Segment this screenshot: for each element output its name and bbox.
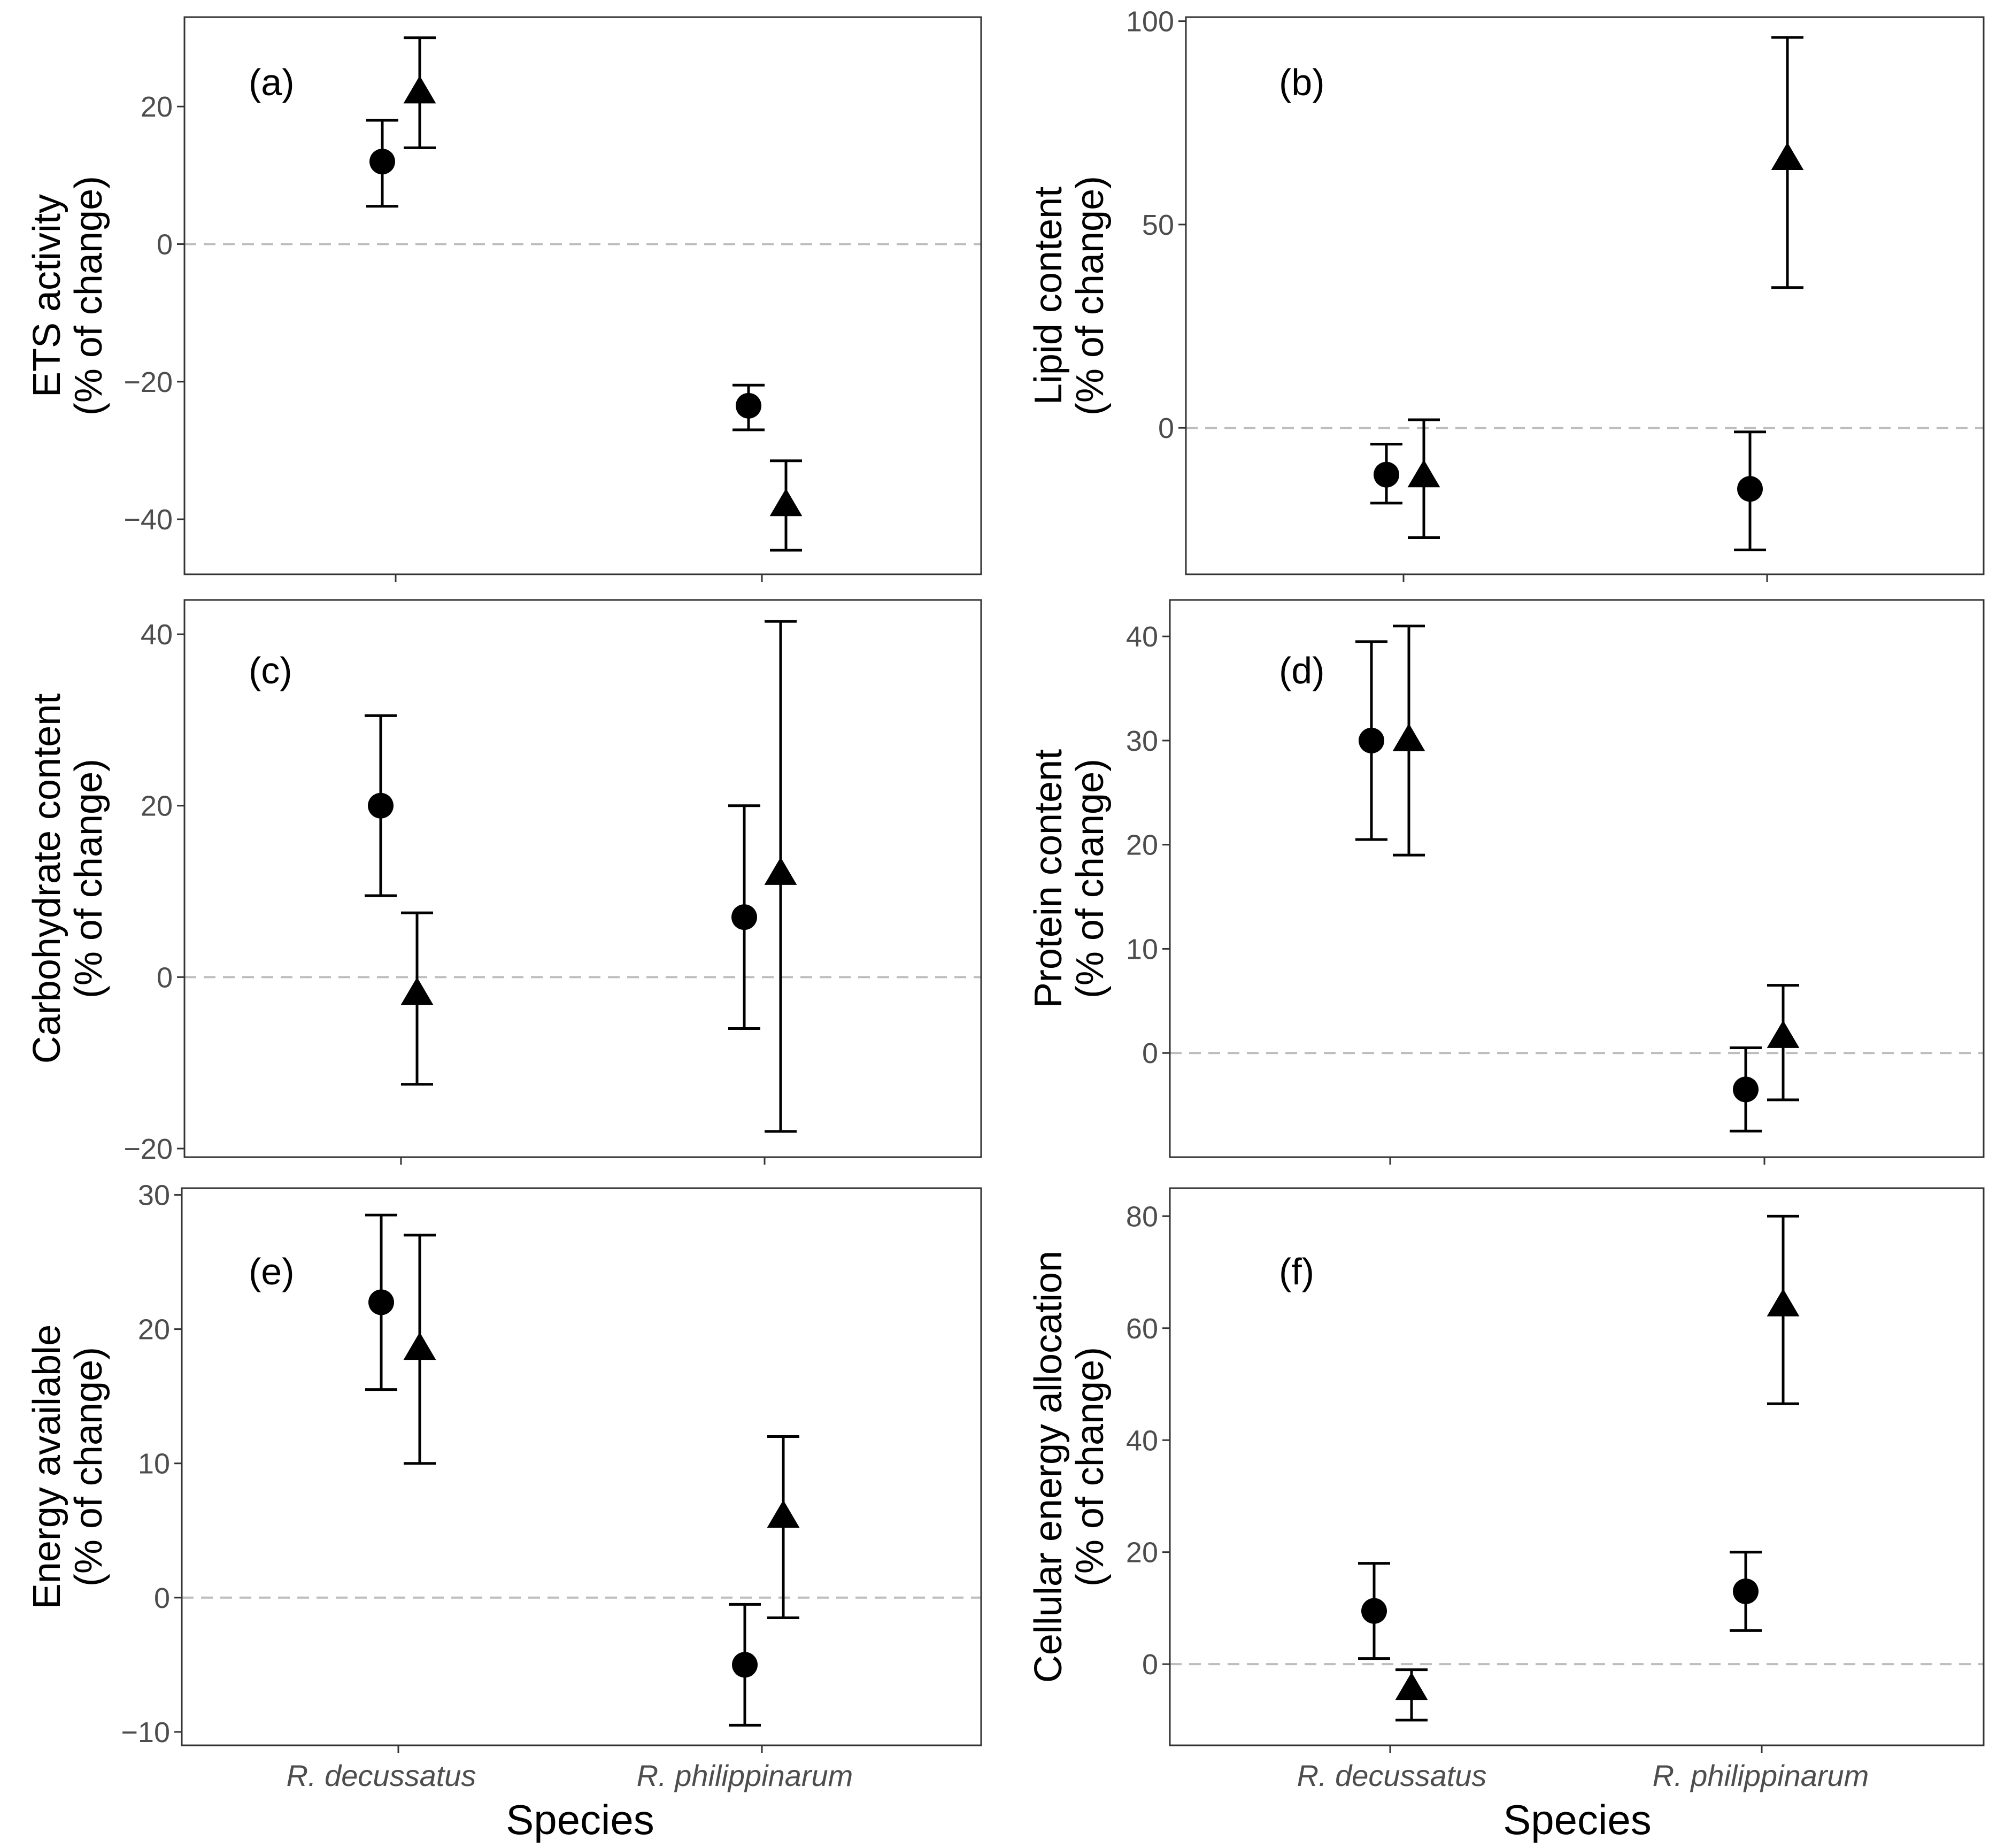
panel-label: (a) xyxy=(249,61,295,103)
panel-a: −40 −20 0 20 ETS activity(% of change) (a) xyxy=(26,16,982,582)
y-tick-label: 60 xyxy=(1126,1313,1158,1345)
data-point-circle xyxy=(368,792,394,819)
y-axis-title: Cellular energy allocation xyxy=(1027,1251,1070,1683)
y-axis-title: Protein content xyxy=(1027,749,1070,1008)
data-point-circle xyxy=(1733,1578,1759,1605)
data-point-triangle xyxy=(769,488,803,517)
y-tick-label: 20 xyxy=(141,790,173,822)
data-point-triangle xyxy=(403,75,436,104)
y-tick-label: 10 xyxy=(1126,933,1158,965)
data-point-triangle xyxy=(400,977,434,1005)
data-point-triangle xyxy=(1767,1288,1800,1316)
data-point-circle xyxy=(1733,1076,1759,1103)
data-point-triangle xyxy=(1392,723,1425,751)
data-point-triangle xyxy=(1767,1020,1800,1048)
panel-border xyxy=(1169,599,1985,1158)
data-point-triangle xyxy=(1771,142,1804,171)
panel-border xyxy=(1169,1187,1985,1746)
y-tick-label: 50 xyxy=(1142,209,1174,241)
data-point-triangle xyxy=(767,1500,800,1528)
y-axis-title: ETS activity xyxy=(26,194,68,397)
y-tick-label: 0 xyxy=(157,229,173,261)
y-tick-label: 40 xyxy=(1126,621,1158,653)
data-point-circle xyxy=(731,904,757,930)
panel-border xyxy=(1185,16,1985,575)
species-label-left-2: R. philippinarum xyxy=(637,1759,853,1792)
x-axis-title-right: Species xyxy=(1503,1796,1652,1843)
panel-label: (c) xyxy=(249,650,292,691)
y-tick-label: 0 xyxy=(154,1582,170,1614)
y-axis-unit: (% of change) xyxy=(67,1347,110,1587)
data-point-triangle xyxy=(403,1332,436,1360)
y-tick-label: 100 xyxy=(1126,6,1174,38)
panel-e: −10 0 10 20 30 Energy available(% of change) (… xyxy=(26,1180,982,1753)
y-tick-label: 80 xyxy=(1126,1200,1158,1233)
y-tick-label: −10 xyxy=(121,1716,170,1749)
species-label-right-1: R. decussatus xyxy=(1297,1759,1487,1792)
y-tick-label: 0 xyxy=(1142,1649,1158,1681)
y-tick-label: 20 xyxy=(141,91,173,123)
y-tick-label: 0 xyxy=(157,961,173,994)
data-point-circle xyxy=(1374,461,1399,488)
y-tick-label: 20 xyxy=(1126,829,1158,861)
panel-border xyxy=(183,16,982,575)
y-axis-unit: (% of change) xyxy=(1069,176,1112,415)
y-tick-label: 20 xyxy=(1126,1537,1158,1569)
y-tick-label: −40 xyxy=(124,504,173,536)
data-point-triangle xyxy=(1407,459,1440,488)
panel-border xyxy=(181,1187,982,1746)
y-axis-unit: (% of change) xyxy=(67,759,110,998)
y-axis-title: Energy available xyxy=(26,1325,68,1609)
y-tick-label: 30 xyxy=(138,1180,170,1212)
y-tick-label: 30 xyxy=(1126,725,1158,757)
panel-c: −20 0 20 40 Carbohydrate content(% of change… xyxy=(26,599,982,1165)
species-label-right-2: R. philippinarum xyxy=(1653,1759,1869,1792)
panel-label: (b) xyxy=(1279,61,1325,103)
panel-label: (e) xyxy=(249,1251,295,1292)
data-point-circle xyxy=(369,149,395,175)
y-axis-unit: (% of change) xyxy=(1069,759,1112,998)
x-axis-title-left: Species xyxy=(506,1796,654,1843)
y-tick-label: 40 xyxy=(141,619,173,651)
y-tick-label: 20 xyxy=(138,1314,170,1346)
panel-f: 0 20 40 60 80 Cellular energy allocation(% of… xyxy=(1027,1187,1985,1753)
y-tick-label: 0 xyxy=(1158,412,1174,444)
panel-label: (d) xyxy=(1279,650,1325,691)
panel-b: 0 50 100 Lipid content(% of change) (b) xyxy=(1027,6,1985,582)
data-point-circle xyxy=(1361,1598,1387,1624)
data-point-triangle xyxy=(1395,1672,1428,1700)
data-point-circle xyxy=(736,392,761,419)
data-point-circle xyxy=(368,1289,394,1315)
y-tick-label: 40 xyxy=(1126,1424,1158,1457)
data-point-triangle xyxy=(764,857,797,885)
data-point-circle xyxy=(1359,727,1384,753)
species-label-left-1: R. decussatus xyxy=(287,1759,476,1792)
y-tick-label: −20 xyxy=(124,366,173,398)
y-axis-unit: (% of change) xyxy=(1069,1347,1112,1587)
y-axis-title: Carbohydrate content xyxy=(26,694,68,1064)
panel-d: 0 10 20 30 40 Protein content(% of change) (d) xyxy=(1027,599,1985,1165)
panel-label: (f) xyxy=(1279,1251,1314,1292)
y-tick-label: −20 xyxy=(124,1133,173,1165)
data-point-circle xyxy=(1737,476,1763,502)
y-tick-label: 10 xyxy=(138,1448,170,1480)
y-axis-title: Lipid content xyxy=(1027,187,1070,405)
panel-border xyxy=(183,599,982,1158)
y-tick-label: 0 xyxy=(1142,1037,1158,1069)
data-point-circle xyxy=(732,1652,758,1678)
y-axis-unit: (% of change) xyxy=(67,176,110,415)
